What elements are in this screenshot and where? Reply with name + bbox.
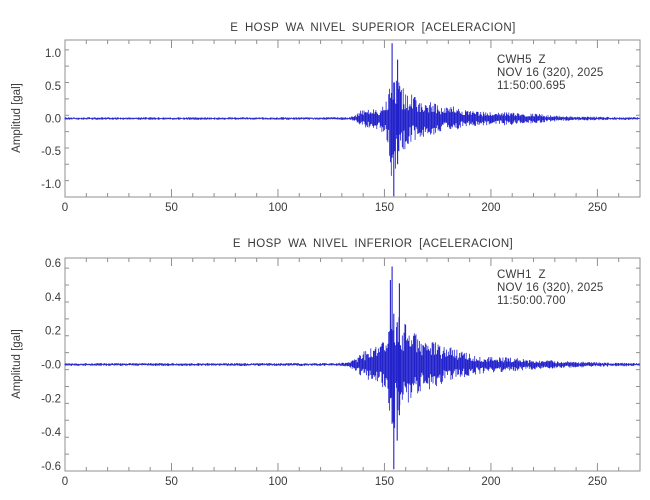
y-axis-title-superior: Amplitud [gal] <box>11 83 23 153</box>
y-tick-label: 0.0 <box>45 114 61 126</box>
y-tick-label: 0.6 <box>45 258 61 270</box>
y-tick-label: 0.4 <box>45 292 62 304</box>
x-tick-label: 0 <box>62 202 68 214</box>
x-tick-label: 100 <box>268 202 287 214</box>
y-axis-title-inferior: Amplitud [gal] <box>11 329 23 399</box>
panel-title-superior: E HOSP WA NIVEL SUPERIOR [ACELERACION] <box>230 22 515 34</box>
x-tick-label: 150 <box>375 476 394 488</box>
x-tick-label: 200 <box>481 476 500 488</box>
station-label: CWH1 Z <box>497 269 546 281</box>
panel-title-inferior: E HOSP WA NIVEL INFERIOR [ACELERACION] <box>233 238 513 250</box>
y-tick-label: 1.0 <box>45 48 61 60</box>
time-label: 11:50:00.695 <box>497 80 566 92</box>
x-tick-label: 50 <box>165 202 178 214</box>
y-tick-label: -0.0 <box>41 360 61 372</box>
seismic-trace-peak <box>391 43 399 197</box>
seismic-trace-peak <box>389 266 400 470</box>
y-tick-label: 0.2 <box>45 326 61 338</box>
panel-inferior: E HOSP WA NIVEL INFERIOR [ACELERACION] A… <box>11 238 641 488</box>
station-label: CWH5 Z <box>497 54 546 66</box>
y-tick-label: -0.2 <box>41 393 61 405</box>
y-tick-label: 0.5 <box>45 81 61 93</box>
seismic-trace <box>64 79 640 176</box>
time-label: 11:50:00.700 <box>497 295 566 307</box>
x-tick-label: 100 <box>268 476 287 488</box>
date-label: NOV 16 (320), 2025 <box>497 67 604 79</box>
axis-ticks <box>64 40 641 198</box>
panel-superior: E HOSP WA NIVEL SUPERIOR [ACELERACION] A… <box>11 22 641 214</box>
x-tick-label: 50 <box>165 476 178 488</box>
annotation-inferior: CWH1 Z NOV 16 (320), 2025 11:50:00.700 <box>497 269 604 307</box>
seismic-trace <box>64 317 640 429</box>
x-tick-label: 0 <box>62 476 68 488</box>
y-tick-label: -0.4 <box>41 427 61 439</box>
plot-area-inferior: 0 50 100 150 200 250 0.6 0.4 0.2 -0.0 -0.2 -0.4 -0.6 <box>41 257 641 488</box>
y-tick-label: -1.0 <box>41 179 61 191</box>
date-label: NOV 16 (320), 2025 <box>497 282 604 294</box>
y-tick-label: -0.6 <box>41 461 61 473</box>
axis-ticks <box>64 258 641 472</box>
y-tick-label: -0.5 <box>41 146 61 158</box>
x-tick-label: 200 <box>481 202 500 214</box>
annotation-superior: CWH5 Z NOV 16 (320), 2025 11:50:00.695 <box>497 54 604 92</box>
x-tick-label: 250 <box>588 476 607 488</box>
plot-area-superior: 0 50 100 150 200 250 1.0 0.5 0.0 -0.5 -1.0 <box>41 39 641 214</box>
x-tick-label: 250 <box>588 202 607 214</box>
x-tick-label: 150 <box>375 202 394 214</box>
